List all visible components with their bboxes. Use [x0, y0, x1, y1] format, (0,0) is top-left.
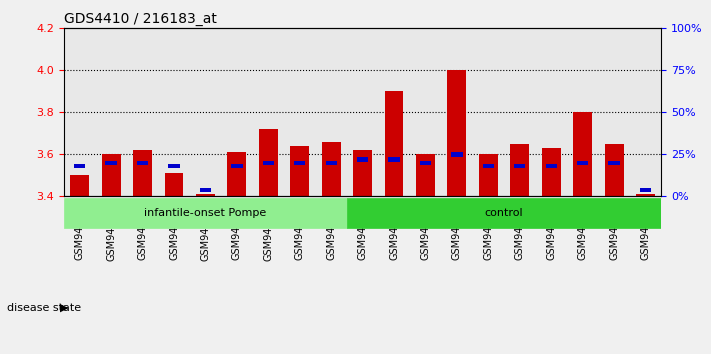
Bar [609, 161, 620, 165]
Bar [228, 152, 246, 196]
Bar [416, 154, 435, 196]
Bar [290, 146, 309, 196]
Bar [510, 144, 529, 196]
Bar [262, 161, 274, 165]
Bar [545, 164, 557, 168]
Bar [133, 150, 152, 196]
Bar [636, 194, 655, 196]
Bar [74, 164, 85, 168]
Bar [573, 112, 592, 196]
Bar [164, 173, 183, 196]
Bar [419, 161, 431, 165]
Bar [447, 70, 466, 196]
Bar [137, 161, 148, 165]
Bar [514, 164, 525, 168]
Bar [451, 152, 463, 156]
Bar [70, 176, 89, 196]
Bar [542, 148, 561, 196]
Text: ▶: ▶ [60, 303, 69, 313]
Bar [640, 188, 651, 192]
Bar [483, 164, 494, 168]
Bar [357, 158, 368, 161]
Bar [604, 144, 624, 196]
Bar [385, 91, 403, 196]
Text: control: control [485, 208, 523, 218]
Bar [294, 161, 306, 165]
Bar [231, 164, 242, 168]
Bar [196, 194, 215, 196]
Text: disease state: disease state [7, 303, 81, 313]
Bar [577, 161, 588, 165]
Bar [326, 161, 337, 165]
Bar [105, 161, 117, 165]
Bar [200, 188, 211, 192]
Bar [169, 164, 180, 168]
Bar [64, 198, 347, 228]
Bar [479, 154, 498, 196]
Bar [353, 150, 372, 196]
Bar [322, 142, 341, 196]
Bar [347, 198, 661, 228]
Text: infantile-onset Pompe: infantile-onset Pompe [144, 208, 267, 218]
Bar [102, 154, 121, 196]
Bar [388, 158, 400, 161]
Bar [259, 129, 278, 196]
Text: GDS4410 / 216183_at: GDS4410 / 216183_at [64, 12, 217, 26]
